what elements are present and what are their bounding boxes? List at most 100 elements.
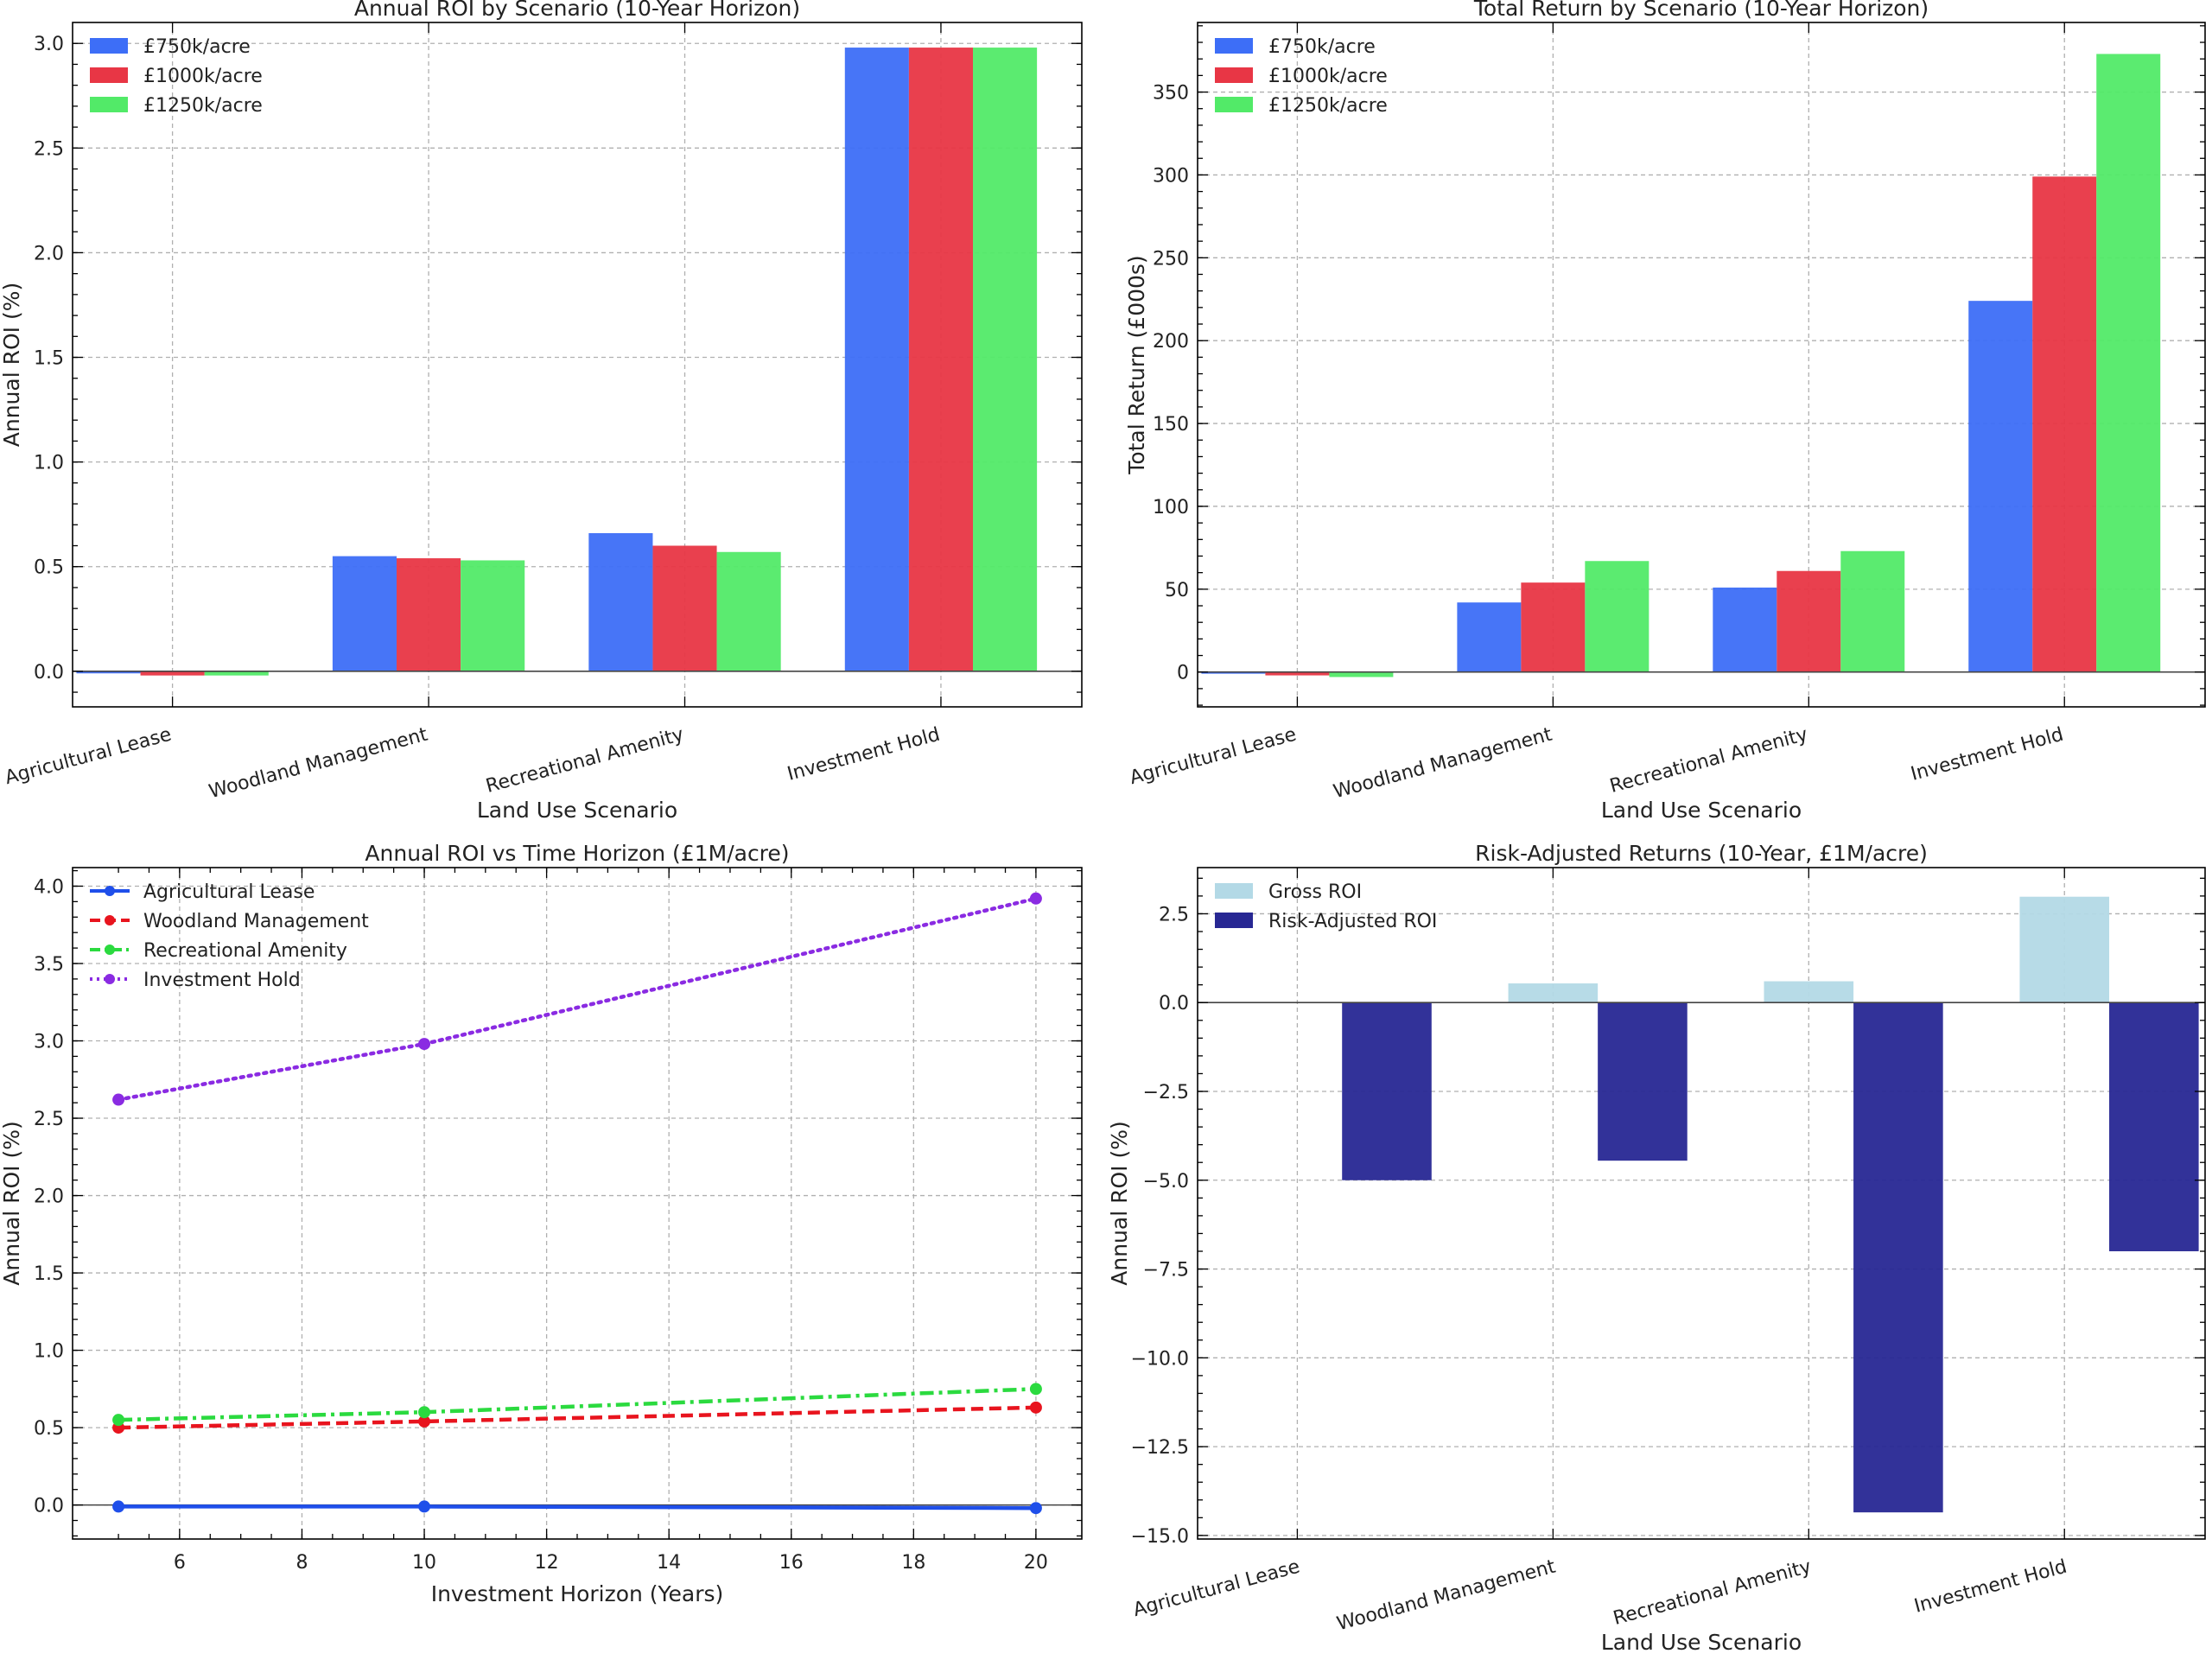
y-tick-label: 2.5 bbox=[34, 1109, 64, 1130]
bar bbox=[332, 556, 397, 671]
chart-title: Risk-Adjusted Returns (10-Year, £1M/acre… bbox=[1475, 841, 1928, 866]
y-tick-label: 2.0 bbox=[34, 243, 64, 264]
axes-frame bbox=[1197, 867, 2206, 1540]
axes-frame bbox=[72, 867, 1083, 1540]
y-tick-label: 0.5 bbox=[34, 557, 64, 579]
y-tick-label: 2.5 bbox=[1159, 904, 1189, 925]
legend-swatch bbox=[90, 38, 128, 54]
legend-marker bbox=[105, 974, 115, 984]
legend-swatch bbox=[1215, 883, 1253, 899]
legend-label: Gross ROI bbox=[1268, 881, 1362, 903]
bar bbox=[1777, 570, 1841, 672]
y-tick-label: 0 bbox=[1177, 663, 1189, 684]
bar bbox=[1342, 1002, 1432, 1180]
legend-label: £1250k/acre bbox=[1268, 95, 1388, 117]
bar bbox=[2019, 896, 2110, 1003]
x-tick-label: Investment Hold bbox=[1912, 1556, 2069, 1618]
legend-swatch bbox=[1215, 38, 1253, 54]
x-axis-label: Land Use Scenario bbox=[1601, 1630, 1802, 1655]
bar bbox=[1508, 983, 1599, 1003]
legend-swatch bbox=[90, 97, 128, 112]
x-tick-label: 10 bbox=[412, 1552, 436, 1574]
x-tick-label: 16 bbox=[779, 1552, 804, 1574]
y-tick-label: −7.5 bbox=[1143, 1260, 1189, 1282]
legend-swatch bbox=[90, 67, 128, 83]
y-tick-label: 1.0 bbox=[34, 1341, 64, 1363]
bar bbox=[973, 48, 1038, 671]
bar bbox=[76, 671, 141, 674]
legend-label: Agricultural Lease bbox=[143, 881, 315, 903]
y-tick-label: 3.0 bbox=[34, 34, 64, 55]
legend-label: Risk-Adjusted ROI bbox=[1268, 911, 1437, 932]
x-axis-label: Land Use Scenario bbox=[1601, 798, 1802, 823]
bar bbox=[397, 558, 461, 671]
y-tick-label: 1.0 bbox=[34, 453, 64, 474]
x-tick-label: Woodland Management bbox=[207, 724, 430, 804]
x-tick-label: Recreational Amenity bbox=[484, 724, 686, 798]
y-tick-label: 350 bbox=[1153, 83, 1189, 105]
bar bbox=[2109, 1002, 2199, 1251]
bar bbox=[1764, 981, 1854, 1003]
series-line bbox=[118, 1504, 1036, 1511]
legend-label: Woodland Management bbox=[143, 911, 369, 932]
y-tick-label: 200 bbox=[1153, 331, 1189, 353]
y-tick-label: 0.0 bbox=[34, 1496, 64, 1517]
chart-panel-2: 0 50 100 150 200 250 300 350 Agricultural Lease W… bbox=[1124, 0, 2206, 823]
x-tick-label: 20 bbox=[1024, 1552, 1048, 1574]
y-tick-label: 2.0 bbox=[34, 1186, 64, 1208]
legend-marker bbox=[105, 915, 115, 925]
x-tick-label: 8 bbox=[296, 1552, 308, 1574]
bar bbox=[1585, 561, 1649, 672]
x-tick-label: Recreational Amenity bbox=[1611, 1556, 1813, 1630]
bar bbox=[1201, 671, 1266, 674]
chart-panel-4: −15.0 −12.5 −10.0 −7.5 −5.0 −2.5 0.0 2.5 Agricul… bbox=[1107, 841, 2206, 1655]
bar bbox=[204, 671, 269, 676]
bar bbox=[716, 551, 781, 671]
y-tick-label: 1.5 bbox=[34, 1263, 64, 1285]
data-point bbox=[112, 1500, 125, 1513]
data-point bbox=[418, 1415, 431, 1428]
x-axis-label: Investment Horizon (Years) bbox=[431, 1581, 724, 1606]
x-tick-label: Recreational Amenity bbox=[1607, 724, 1809, 798]
legend-label: £1000k/acre bbox=[143, 66, 263, 87]
y-tick-label: 50 bbox=[1165, 580, 1189, 601]
y-tick-label: 3.0 bbox=[34, 1032, 64, 1053]
legend-label: Recreational Amenity bbox=[143, 940, 347, 962]
chart-title: Annual ROI by Scenario (10-Year Horizon) bbox=[354, 0, 800, 21]
data-point bbox=[418, 1406, 431, 1419]
bar bbox=[588, 532, 653, 671]
bar bbox=[1968, 301, 2033, 672]
bar bbox=[2032, 176, 2097, 672]
legend-label: £1250k/acre bbox=[143, 95, 263, 117]
bar bbox=[461, 560, 525, 671]
legend-marker bbox=[105, 944, 115, 955]
data-point bbox=[1029, 1401, 1042, 1414]
bar bbox=[1853, 1002, 1943, 1513]
axes-frame bbox=[1197, 22, 2206, 708]
legend-swatch bbox=[1215, 97, 1253, 112]
bar bbox=[140, 671, 205, 676]
x-tick-label: 12 bbox=[535, 1552, 559, 1574]
y-tick-label: 2.5 bbox=[34, 138, 64, 160]
bar bbox=[1713, 587, 1777, 672]
series-line bbox=[118, 1405, 1036, 1430]
bar bbox=[1265, 671, 1330, 676]
data-point bbox=[418, 1500, 431, 1513]
chart-title: Annual ROI vs Time Horizon (£1M/acre) bbox=[365, 841, 789, 866]
y-tick-label: 100 bbox=[1153, 497, 1189, 518]
x-tick-label: 18 bbox=[901, 1552, 925, 1574]
y-axis-label: Total Return (£000s) bbox=[1124, 255, 1149, 474]
bar bbox=[2096, 54, 2161, 672]
y-tick-label: 0.0 bbox=[34, 662, 64, 684]
data-point bbox=[1029, 1383, 1042, 1396]
y-tick-label: 150 bbox=[1153, 414, 1189, 436]
y-tick-label: −5.0 bbox=[1143, 1171, 1189, 1193]
data-point bbox=[1029, 1502, 1042, 1515]
y-tick-label: −10.0 bbox=[1131, 1348, 1189, 1370]
bar bbox=[1521, 582, 1586, 672]
data-point bbox=[112, 1414, 125, 1427]
y-tick-label: 300 bbox=[1153, 165, 1189, 187]
y-tick-label: −15.0 bbox=[1131, 1526, 1189, 1548]
y-tick-label: 1.5 bbox=[34, 348, 64, 370]
legend-label: £750k/acre bbox=[1268, 36, 1376, 58]
